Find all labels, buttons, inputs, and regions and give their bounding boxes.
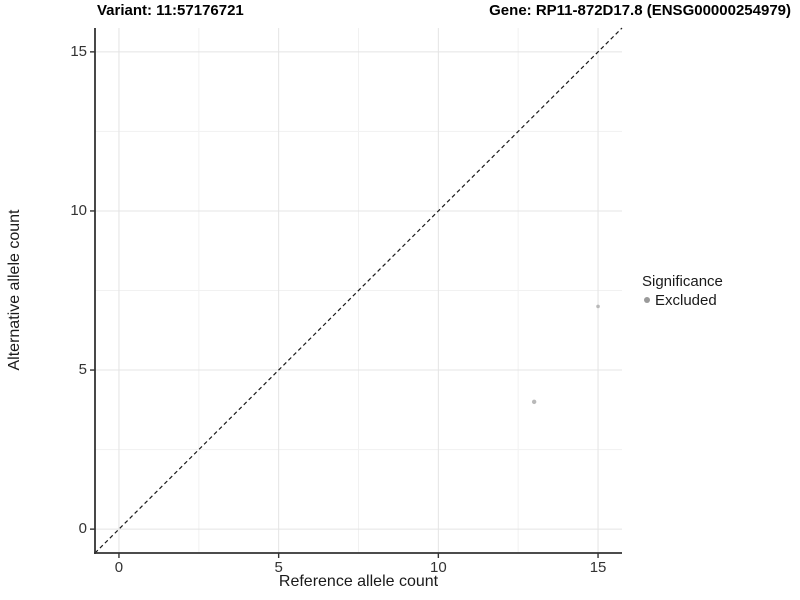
y-tick-label: 10: [70, 201, 87, 219]
excluded-point-swatch-icon: [644, 297, 650, 303]
x-tick-label: 5: [274, 559, 283, 576]
legend-entry-excluded: Excluded: [641, 291, 717, 309]
y-tick-label: 15: [70, 42, 87, 60]
data-point: [531, 399, 537, 405]
x-tick-label: 15: [589, 559, 607, 576]
legend-entry-label: Excluded: [655, 291, 717, 309]
x-axis-title: Reference allele count: [278, 573, 439, 590]
gene-title: Gene: RP11-872D17.8 (ENSG00000254979): [489, 2, 791, 19]
x-tick-label: 0: [114, 559, 124, 576]
legend-title: Significance: [642, 273, 723, 290]
y-tick-label: 5: [78, 361, 87, 379]
x-tick-label: 10: [430, 559, 447, 576]
variant-title: Variant: 11:57176721: [97, 2, 244, 19]
y-tick-label: 0: [78, 520, 87, 538]
data-point: [596, 304, 600, 309]
y-axis-title: Alternative allele count: [6, 209, 23, 371]
identity-reference-line: [94, 27, 623, 554]
